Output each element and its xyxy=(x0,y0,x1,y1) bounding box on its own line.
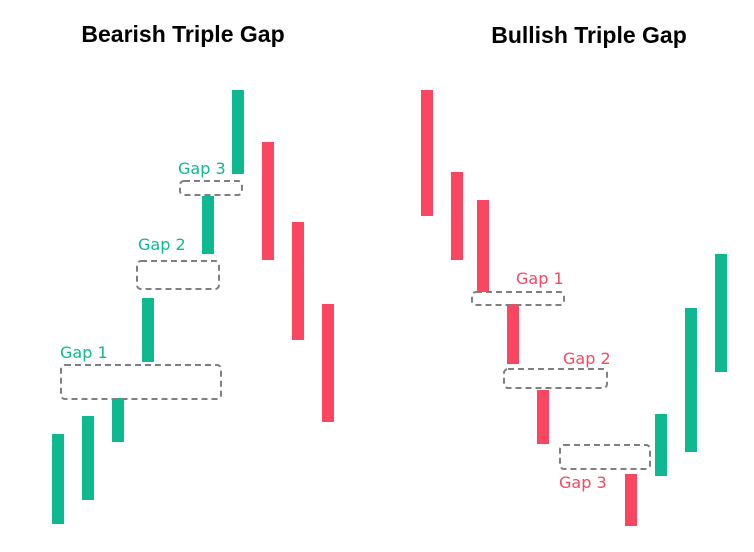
bearish-candle-8-bearish xyxy=(292,222,304,340)
bullish-candle-9-bullish xyxy=(715,254,727,372)
bearish-panel-title: Bearish Triple Gap xyxy=(81,21,284,47)
bullish-gap-2-label: Gap 2 xyxy=(563,349,611,368)
bullish-candle-2-bearish xyxy=(451,172,463,260)
bearish-gap-3-box xyxy=(179,180,243,196)
bullish-candle-3-bearish xyxy=(477,200,489,292)
bearish-candle-4-bullish xyxy=(142,298,154,362)
bullish-gap-1-label: Gap 1 xyxy=(516,269,564,288)
bullish-panel-title: Bullish Triple Gap xyxy=(491,22,687,48)
bearish-candle-6-bullish xyxy=(232,90,244,174)
bullish-gap-2-box xyxy=(503,368,608,389)
bullish-triple-gap-panel: Gap 1 Gap 2 Gap 3 xyxy=(421,90,727,526)
bearish-gap-2-box xyxy=(136,260,220,290)
bullish-candle-8-bullish xyxy=(685,308,697,452)
bearish-candle-9-bearish xyxy=(322,304,334,422)
bearish-candle-7-bearish xyxy=(262,142,274,260)
bearish-candle-3-bullish xyxy=(112,398,124,442)
bullish-candle-1-bearish xyxy=(421,90,433,216)
bearish-gap-1-box xyxy=(60,364,222,400)
bearish-gap-1-label: Gap 1 xyxy=(60,343,108,362)
bullish-candle-7-bullish xyxy=(655,414,667,476)
bullish-candle-5-bearish xyxy=(537,390,549,444)
bearish-gap-2-label: Gap 2 xyxy=(138,235,186,254)
bullish-gap-3-box xyxy=(559,444,651,470)
bullish-gap-3-label: Gap 3 xyxy=(559,473,607,492)
bearish-candle-5-bullish xyxy=(202,196,214,254)
bearish-candle-1-bullish xyxy=(52,434,64,524)
bearish-triple-gap-panel: Gap 1 Gap 2 Gap 3 xyxy=(52,90,334,524)
bullish-candle-6-bearish xyxy=(625,474,637,526)
bullish-candle-4-bearish xyxy=(507,304,519,364)
bearish-gap-3-label: Gap 3 xyxy=(178,159,226,178)
bearish-candle-2-bullish xyxy=(82,416,94,500)
bullish-gap-1-box xyxy=(471,291,565,306)
